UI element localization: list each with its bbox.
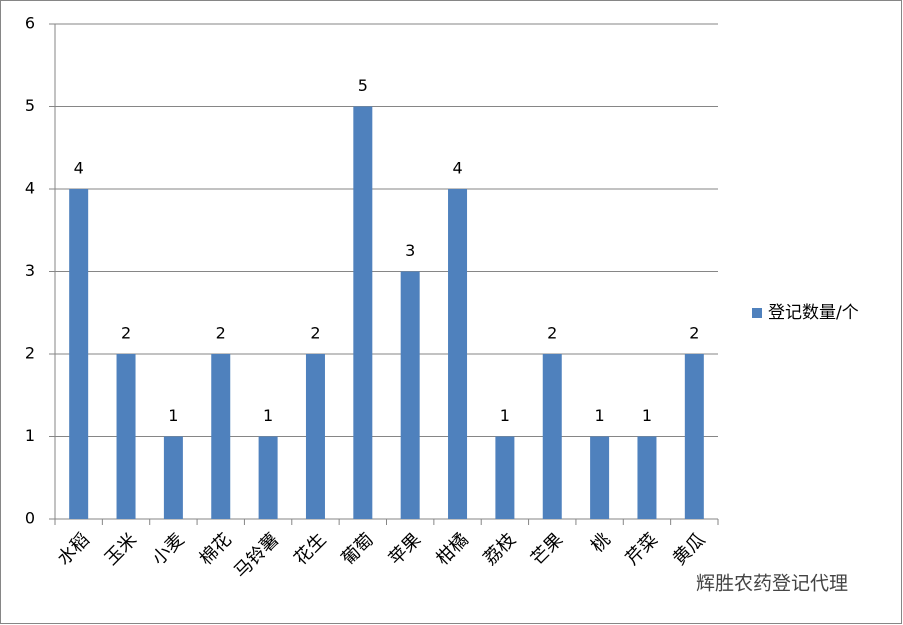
- bar: [163, 436, 183, 519]
- data-label: 4: [452, 159, 462, 178]
- data-label: 1: [168, 406, 178, 425]
- data-label: 4: [74, 159, 84, 178]
- bar: [116, 354, 136, 519]
- bar: [637, 436, 657, 519]
- data-label: 1: [595, 406, 605, 425]
- data-label: 5: [358, 76, 368, 95]
- data-label: 3: [405, 241, 415, 260]
- watermark: 辉胜农药登记代理: [696, 573, 848, 595]
- bar: [684, 354, 704, 519]
- bar: [590, 436, 610, 519]
- bar: [69, 189, 89, 519]
- data-label: 2: [547, 324, 557, 343]
- bar: [542, 354, 562, 519]
- bar: [211, 354, 231, 519]
- data-label: 1: [642, 406, 652, 425]
- y-tick-label: 0: [25, 509, 35, 528]
- bar: [400, 271, 420, 519]
- bar: [448, 189, 468, 519]
- bar: [258, 436, 278, 519]
- data-label: 1: [500, 406, 510, 425]
- bar: [353, 106, 373, 519]
- bar: [305, 354, 325, 519]
- y-tick-label: 5: [25, 96, 35, 115]
- y-tick-label: 6: [25, 14, 35, 33]
- legend-swatch: [752, 308, 762, 318]
- data-label: 2: [216, 324, 226, 343]
- y-tick-label: 3: [25, 261, 35, 280]
- data-label: 2: [121, 324, 131, 343]
- bar: [495, 436, 515, 519]
- y-tick-label: 2: [25, 344, 35, 363]
- legend-label: 登记数量/个: [768, 303, 859, 323]
- data-label: 2: [310, 324, 320, 343]
- data-label: 2: [689, 324, 699, 343]
- y-tick-label: 1: [25, 426, 35, 445]
- data-label: 1: [263, 406, 273, 425]
- y-tick-label: 4: [25, 179, 35, 198]
